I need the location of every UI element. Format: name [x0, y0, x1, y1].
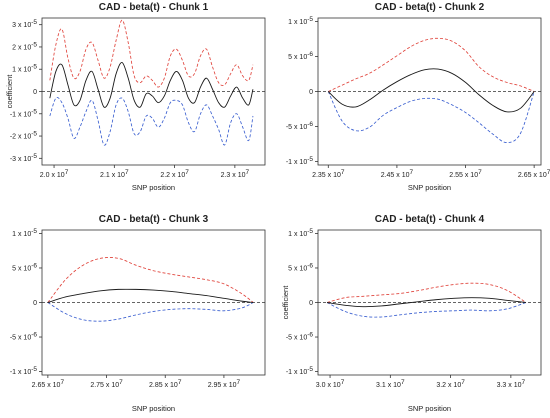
y-tick-label: 1 x 10-5 — [12, 64, 37, 74]
y-tick-label: 1 x 10-5 — [288, 228, 313, 238]
y-tick-label: 0 — [33, 89, 37, 96]
y-tick-label: 5 x 10-6 — [12, 262, 37, 272]
x-tick-label: 3.3 x 107 — [497, 379, 526, 389]
x-axis-label: SNP position — [132, 404, 175, 413]
series-line-estimate — [327, 68, 535, 113]
y-tick-label: 1 x 10-5 — [288, 16, 313, 26]
series-line-upper-band — [326, 282, 527, 303]
series-line-upper-band — [47, 257, 254, 303]
y-tick-label: 1 x 10-5 — [12, 228, 37, 238]
chart-panel-3: CAD - beta(t) - Chunk 3 2.65 x 107 2.75 x … — [10, 214, 266, 413]
x-tick-label: 2.55 x 107 — [449, 169, 482, 179]
x-axis-label: SNP position — [132, 183, 175, 192]
x-tick-label: 2.2 x 107 — [160, 169, 189, 179]
y-tick-label: -5 x 10-6 — [10, 332, 38, 342]
y-tick-label: 5 x 10-6 — [288, 262, 313, 272]
chart-title: CAD - beta(t) - Chunk 3 — [99, 214, 209, 225]
x-tick-label: 3.2 x 107 — [436, 379, 465, 389]
series-line-estimate — [326, 297, 526, 308]
chart-title: CAD - beta(t) - Chunk 1 — [99, 2, 209, 13]
x-tick-label: 2.3 x 107 — [221, 169, 250, 179]
y-tick-label: -5 x 10-6 — [286, 121, 314, 131]
x-tick-label: 2.45 x 107 — [381, 169, 414, 179]
x-axis-label: SNP position — [408, 404, 451, 413]
series-line-upper-band — [49, 19, 254, 88]
y-tick-label: -1 x 10-5 — [10, 366, 38, 376]
y-tick-label: 0 — [309, 89, 313, 96]
x-tick-label: 2.1 x 107 — [100, 169, 129, 179]
y-tick-label: 2 x 10-5 — [12, 41, 37, 51]
chart-panel-1: CAD - beta(t) - Chunk 1 2.0 x 107 2.1 x 10… — [5, 2, 266, 192]
chart-title: CAD - beta(t) - Chunk 4 — [375, 214, 485, 225]
x-tick-label: 2.65 x 107 — [32, 379, 65, 389]
y-tick-label: 0 — [309, 300, 313, 307]
series-line-upper-band — [328, 37, 535, 92]
y-axis-label: coefficient — [281, 285, 290, 320]
series-line-lower-band — [49, 97, 254, 146]
y-tick-label: -1 x 10-5 — [10, 108, 38, 118]
y-tick-label: 3 x 10-5 — [12, 19, 37, 29]
y-axis-label: coefficient — [5, 74, 14, 109]
x-tick-label: 2.35 x 107 — [312, 169, 345, 179]
x-tick-label: 3.1 x 107 — [376, 379, 405, 389]
y-tick-label: -3 x 10-5 — [10, 153, 38, 163]
x-tick-label: 2.75 x 107 — [90, 379, 123, 389]
y-tick-label: 0 — [33, 300, 37, 307]
series-line-estimate — [47, 288, 254, 303]
x-tick-label: 2.95 x 107 — [208, 379, 241, 389]
y-tick-label: -1 x 10-5 — [286, 156, 314, 166]
x-tick-label: 3.0 x 107 — [316, 379, 345, 389]
y-tick-label: -1 x 10-5 — [286, 366, 314, 376]
chart-title: CAD - beta(t) - Chunk 2 — [375, 2, 485, 13]
x-tick-label: 2.85 x 107 — [149, 379, 182, 389]
series-line-lower-band — [327, 91, 535, 144]
y-tick-label: 5 x 10-6 — [288, 51, 313, 61]
x-tick-label: 2.65 x 107 — [518, 169, 550, 179]
y-tick-label: -5 x 10-6 — [286, 332, 314, 342]
series-line-lower-band — [326, 302, 527, 318]
chart-panel-4: CAD - beta(t) - Chunk 4 3.0 x 107 3.1 x 10… — [281, 214, 542, 413]
y-tick-label: -2 x 10-5 — [10, 131, 38, 141]
chart-panel-2: CAD - beta(t) - Chunk 2 2.35 x 107 2.45 x … — [286, 2, 550, 192]
x-tick-label: 2.0 x 107 — [40, 169, 69, 179]
series-line-lower-band — [47, 302, 254, 322]
series-line-estimate — [49, 62, 254, 108]
x-axis-label: SNP position — [408, 183, 451, 192]
